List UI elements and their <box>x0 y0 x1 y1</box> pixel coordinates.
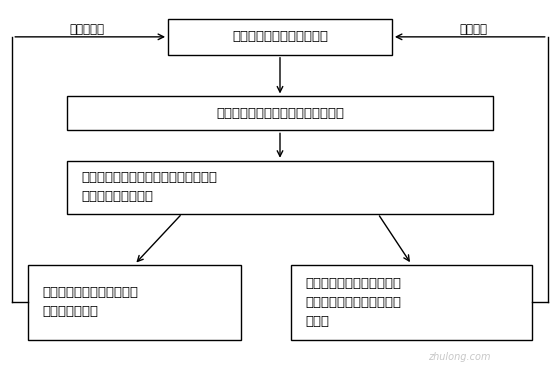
Text: （认可）: （认可） <box>459 23 487 36</box>
Text: 审查不合格要求施工单位修
改、补充、重报: 审查不合格要求施工单位修 改、补充、重报 <box>42 287 138 318</box>
Text: （不认可）: （不认可） <box>69 23 104 36</box>
Bar <box>67 161 493 214</box>
Text: 报送项目监理部，总监组织专业工程师
审核，填写审查记录: 报送项目监理部，总监组织专业工程师 审核，填写审查记录 <box>81 171 217 203</box>
Bar <box>28 265 241 340</box>
Text: 施工单位技术负责人审核签字或盖章: 施工单位技术负责人审核签字或盖章 <box>216 107 344 120</box>
Text: 施工单位编写施工组织设计: 施工单位编写施工组织设计 <box>232 30 328 43</box>
Text: 审核合格由总监签字认可，
施工单位按本施工组织设计
施工。: 审核合格由总监签字认可， 施工单位按本施工组织设计 施工。 <box>305 277 401 328</box>
Bar <box>291 265 532 340</box>
Text: zhulong.com: zhulong.com <box>428 352 491 362</box>
Bar <box>168 19 392 55</box>
Bar <box>67 96 493 130</box>
